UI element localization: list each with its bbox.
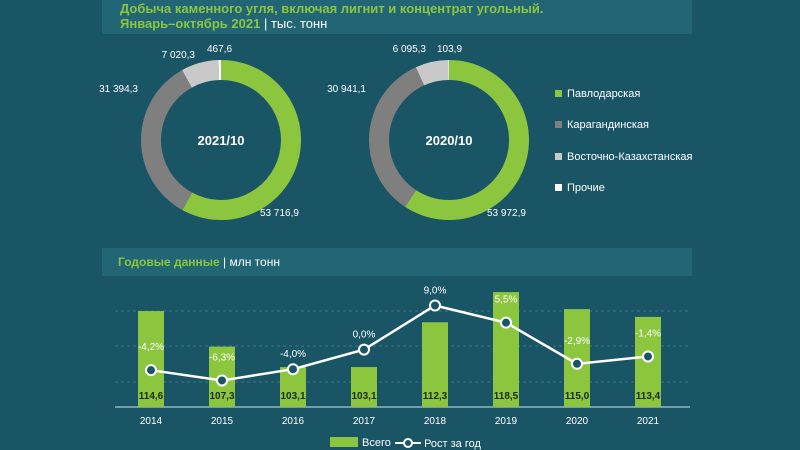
pie-slice (141, 70, 193, 211)
pie-value-label: 6 095,3 (393, 44, 427, 55)
growth-line (150, 304, 649, 382)
growth-point (358, 343, 370, 356)
annual-header-band (102, 248, 692, 276)
pie-slice (218, 60, 221, 81)
legend-item-pavlodar: Павлодарская (555, 88, 640, 100)
legend-item-other: Прочие (555, 182, 605, 194)
growth-label: 5,5% (495, 295, 518, 306)
x-tick-label: 2014 (140, 416, 163, 427)
x-tick-label: 2020 (566, 416, 589, 427)
x-tick-label: 2018 (424, 416, 447, 427)
growth-label: -6,3% (209, 352, 235, 363)
chart-title: Добыча каменного угля, включая лигнит и … (120, 1, 544, 16)
growth-point (429, 299, 441, 312)
bar-value-label: 103,1 (351, 391, 376, 402)
pie-slice (448, 60, 449, 81)
growth-label: -4,0% (280, 349, 306, 360)
pie-center-label: 2020/10 (426, 133, 473, 148)
pie-value-label: 103,9 (437, 44, 462, 55)
bar-value-label: 103,1 (280, 391, 305, 402)
unit: тыс. тонн (270, 16, 328, 31)
growth-point (287, 363, 299, 376)
annual-title: Годовые данные | млн тонн (118, 255, 280, 269)
growth-label: -4,2% (138, 342, 164, 353)
bar-value-label: 113,4 (636, 391, 661, 402)
bar-value-label: 112,3 (423, 391, 448, 402)
bar-value-label: 114,6 (139, 391, 164, 402)
legend-growth: Рост за год (395, 437, 481, 450)
pie-center-label: 2021/10 (198, 133, 245, 148)
pie-slice (415, 60, 449, 86)
x-tick-label: 2017 (353, 416, 376, 427)
period: Январь–октябрь 2021 (120, 16, 261, 31)
pie-value-label: 53 716,9 (260, 208, 299, 219)
bar-value-label: 115,0 (565, 391, 590, 402)
growth-label: -2,9% (564, 336, 590, 347)
pie-value-label: 7 020,3 (162, 50, 196, 61)
bar-value-label: 118,5 (494, 391, 519, 402)
annual-label: Годовые данные (118, 255, 220, 269)
legend-total: Всего (330, 437, 391, 449)
bar (422, 322, 448, 407)
x-tick-label: 2016 (282, 416, 305, 427)
growth-label: 0,0% (353, 330, 376, 341)
bar (493, 292, 519, 407)
pie-value-label: 30 941,1 (327, 84, 366, 95)
bar (351, 367, 377, 407)
annual-unit: млн тонн (229, 255, 280, 269)
growth-label: -1,4% (635, 328, 661, 339)
pie-slice (369, 67, 425, 207)
growth-point (216, 374, 228, 387)
bar (138, 311, 164, 407)
pie-slice (405, 60, 529, 221)
chart-subtitle: Январь–октябрь 2021 | тыс. тонн (120, 16, 328, 31)
pie-slice (182, 60, 301, 220)
growth-point (145, 364, 157, 377)
legend-item-karaganda: Карагандинская (555, 119, 649, 131)
pie-value-label: 31 394,3 (99, 84, 138, 95)
x-tick-label: 2019 (495, 416, 518, 427)
pie-slice (182, 60, 220, 88)
bar-value-label: 107,3 (209, 391, 234, 402)
x-tick-label: 2021 (637, 416, 660, 427)
growth-point (500, 316, 512, 329)
legend-item-east-kz: Восточно-Казахстанская (555, 151, 693, 163)
growth-label: 9,0% (424, 286, 447, 297)
pie-value-label: 467,6 (207, 44, 232, 55)
growth-point (571, 357, 583, 370)
x-tick-label: 2015 (211, 416, 234, 427)
pie-value-label: 53 972,9 (487, 208, 526, 219)
growth-point (642, 350, 654, 363)
header-band (102, 0, 692, 34)
